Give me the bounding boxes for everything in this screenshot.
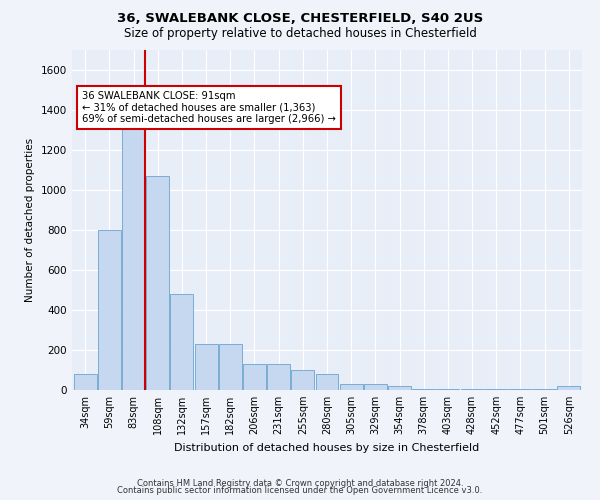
Bar — [509, 389, 532, 390]
Bar — [194, 344, 218, 390]
Y-axis label: Number of detached properties: Number of detached properties — [25, 138, 35, 302]
Bar — [412, 389, 435, 390]
Bar — [485, 389, 508, 390]
Text: 36 SWALEBANK CLOSE: 91sqm
← 31% of detached houses are smaller (1,363)
69% of se: 36 SWALEBANK CLOSE: 91sqm ← 31% of detac… — [82, 91, 336, 124]
Text: Contains public sector information licensed under the Open Government Licence v3: Contains public sector information licen… — [118, 486, 482, 495]
X-axis label: Distribution of detached houses by size in Chesterfield: Distribution of detached houses by size … — [175, 442, 479, 452]
Bar — [267, 364, 290, 390]
Bar — [364, 384, 387, 390]
Text: 36, SWALEBANK CLOSE, CHESTERFIELD, S40 2US: 36, SWALEBANK CLOSE, CHESTERFIELD, S40 2… — [117, 12, 483, 26]
Bar — [461, 389, 484, 390]
Bar — [146, 176, 169, 390]
Bar — [219, 344, 242, 390]
Bar — [316, 374, 338, 390]
Bar — [533, 389, 556, 390]
Bar — [74, 374, 97, 390]
Bar — [436, 389, 460, 390]
Bar — [243, 364, 266, 390]
Bar — [557, 386, 580, 390]
Bar — [122, 126, 145, 390]
Text: Size of property relative to detached houses in Chesterfield: Size of property relative to detached ho… — [124, 28, 476, 40]
Bar — [340, 384, 362, 390]
Text: Contains HM Land Registry data © Crown copyright and database right 2024.: Contains HM Land Registry data © Crown c… — [137, 478, 463, 488]
Bar — [170, 294, 193, 390]
Bar — [292, 370, 314, 390]
Bar — [98, 230, 121, 390]
Bar — [388, 386, 411, 390]
